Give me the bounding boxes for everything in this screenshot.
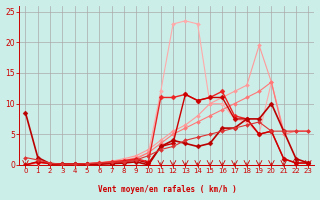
X-axis label: Vent moyen/en rafales ( km/h ): Vent moyen/en rafales ( km/h ) [98,185,236,194]
